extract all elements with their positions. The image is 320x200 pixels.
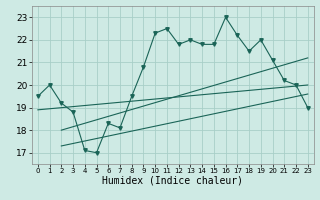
X-axis label: Humidex (Indice chaleur): Humidex (Indice chaleur) (102, 176, 243, 186)
